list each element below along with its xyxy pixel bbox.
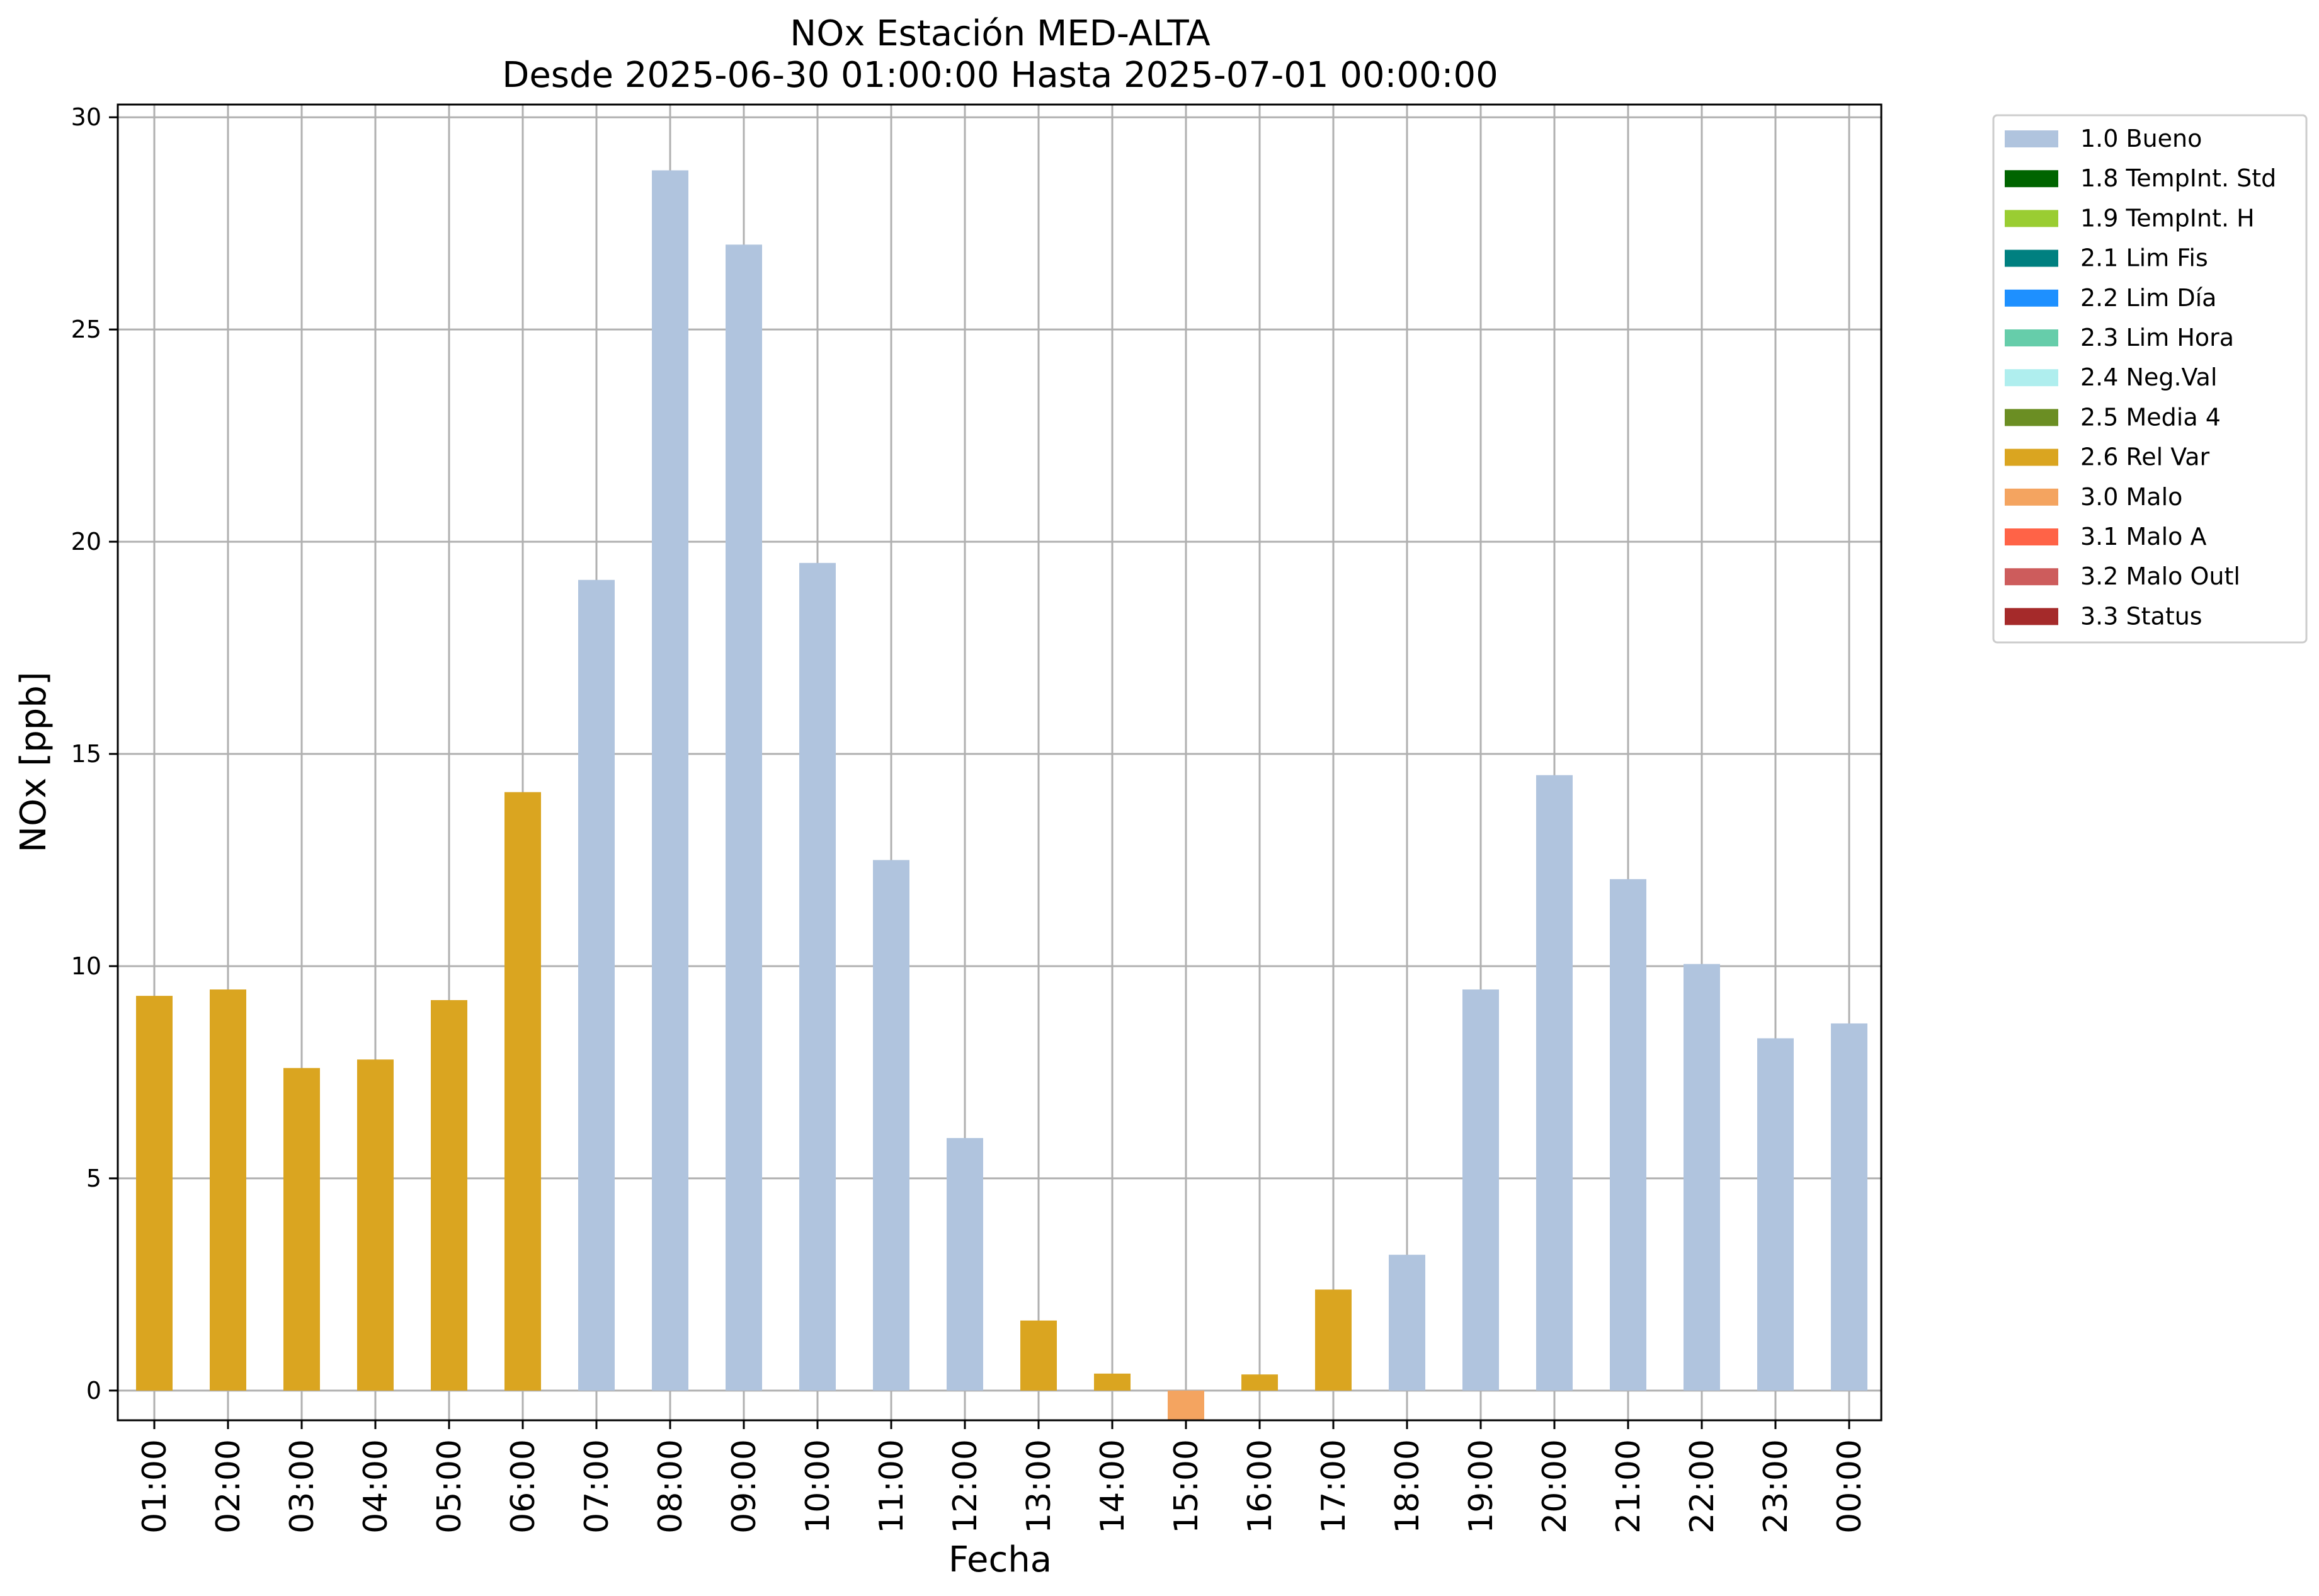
x-tick-label: 15:00 xyxy=(1168,1439,1205,1534)
legend-label: 2.2 Lim Día xyxy=(2080,284,2216,312)
legend-swatch xyxy=(2005,130,2058,147)
bar xyxy=(136,996,173,1391)
legend-label: 3.3 Status xyxy=(2080,602,2202,630)
legend-swatch xyxy=(2005,289,2058,307)
x-tick-label: 11:00 xyxy=(873,1439,911,1534)
bar xyxy=(1610,879,1646,1391)
x-tick-label: 08:00 xyxy=(652,1439,690,1534)
legend-label: 2.1 Lim Fis xyxy=(2080,244,2208,272)
legend-swatch xyxy=(2005,249,2058,267)
legend-swatch xyxy=(2005,488,2058,506)
x-tick-label: 09:00 xyxy=(726,1439,763,1534)
y-tick-label: 20 xyxy=(71,528,101,556)
legend-swatch xyxy=(2005,608,2058,625)
bar xyxy=(1389,1255,1425,1391)
legend-label: 1.8 TempInt. Std xyxy=(2080,164,2276,192)
x-tick-label: 07:00 xyxy=(578,1439,616,1534)
x-tick-label: 10:00 xyxy=(799,1439,837,1534)
chart-subtitle: Desde 2025-06-30 01:00:00 Hasta 2025-07-… xyxy=(502,55,1498,96)
x-axis-ticks: 01:00 02:00 03:00 04:00 05:00 06:00 07:00 08:00… xyxy=(136,1420,1869,1534)
bar xyxy=(1241,1374,1278,1391)
bar xyxy=(357,1059,394,1391)
bar xyxy=(873,860,909,1391)
bar xyxy=(1831,1023,1867,1391)
x-tick-label: 23:00 xyxy=(1757,1439,1795,1534)
x-tick-label: 13:00 xyxy=(1020,1439,1058,1534)
bar xyxy=(1684,964,1720,1391)
x-tick-label: 03:00 xyxy=(283,1439,321,1534)
y-tick-label: 10 xyxy=(71,952,101,980)
legend-label: 3.1 Malo A xyxy=(2080,523,2206,550)
legend-swatch xyxy=(2005,329,2058,346)
legend-frame xyxy=(1992,114,2308,644)
legend-swatch xyxy=(2005,210,2058,227)
x-tick-label: 02:00 xyxy=(210,1439,248,1534)
chart-title: NOx Estación MED-ALTA xyxy=(790,13,1210,54)
legend-label: 3.0 Malo xyxy=(2080,483,2182,511)
x-tick-label: 18:00 xyxy=(1389,1439,1427,1534)
y-tick-label: 5 xyxy=(86,1165,101,1192)
legend-swatch xyxy=(2005,448,2058,466)
x-tick-label: 01:00 xyxy=(136,1439,174,1534)
plot-frame xyxy=(117,103,1883,1422)
y-tick-label: 25 xyxy=(71,316,101,343)
legend-swatch xyxy=(2005,528,2058,545)
bar xyxy=(1536,775,1573,1391)
legend-label: 2.3 Lim Hora xyxy=(2080,324,2234,351)
bars xyxy=(136,170,1867,1420)
legend-swatch xyxy=(2005,170,2058,188)
legend-label: 3.2 Malo Outl xyxy=(2080,562,2240,590)
legend-label: 2.5 Media 4 xyxy=(2080,403,2221,431)
x-tick-label: 14:00 xyxy=(1094,1439,1132,1534)
bar xyxy=(1168,1390,1204,1420)
bar xyxy=(504,792,541,1391)
bar xyxy=(1094,1373,1131,1391)
bar xyxy=(1315,1289,1352,1391)
x-tick-label: 19:00 xyxy=(1462,1439,1500,1534)
bar xyxy=(1462,989,1499,1391)
y-tick-label: 15 xyxy=(71,740,101,768)
y-axis-label: NOx [ppb] xyxy=(13,671,54,852)
legend-label: 1.0 Bueno xyxy=(2080,125,2202,152)
x-tick-label: 05:00 xyxy=(431,1439,469,1534)
x-axis-label: Fecha xyxy=(949,1539,1052,1580)
bar xyxy=(1757,1038,1794,1391)
legend-label: 1.9 TempInt. H xyxy=(2080,204,2255,232)
legend-label: 2.4 Neg.Val xyxy=(2080,363,2217,391)
bar xyxy=(283,1068,320,1391)
y-axis-ticks: 0 5 10 15 20 25 30 xyxy=(71,103,118,1405)
x-tick-label: 12:00 xyxy=(947,1439,984,1534)
x-tick-label: 22:00 xyxy=(1684,1439,1721,1534)
y-tick-label: 0 xyxy=(86,1377,101,1405)
x-tick-label: 17:00 xyxy=(1315,1439,1353,1534)
bar xyxy=(726,244,762,1391)
legend: 1.0 Bueno 1.8 TempInt. Std 1.9 TempInt. H 2… xyxy=(1992,114,2308,644)
bar xyxy=(799,562,836,1391)
legend-swatch xyxy=(2005,409,2058,426)
bar xyxy=(210,989,246,1391)
legend-label: 2.6 Rel Var xyxy=(2080,443,2210,471)
x-tick-label: 21:00 xyxy=(1610,1439,1648,1534)
bar xyxy=(652,170,688,1391)
x-tick-label: 16:00 xyxy=(1241,1439,1279,1534)
x-tick-label: 04:00 xyxy=(357,1439,395,1534)
x-tick-label: 06:00 xyxy=(504,1439,542,1534)
bar xyxy=(1020,1320,1057,1391)
y-tick-label: 30 xyxy=(71,103,101,131)
legend-swatch xyxy=(2005,369,2058,387)
x-tick-label: 00:00 xyxy=(1831,1439,1869,1534)
bar xyxy=(578,579,615,1391)
bar xyxy=(947,1137,983,1391)
x-tick-label: 20:00 xyxy=(1536,1439,1574,1534)
legend-swatch xyxy=(2005,568,2058,586)
bar xyxy=(431,1000,467,1391)
